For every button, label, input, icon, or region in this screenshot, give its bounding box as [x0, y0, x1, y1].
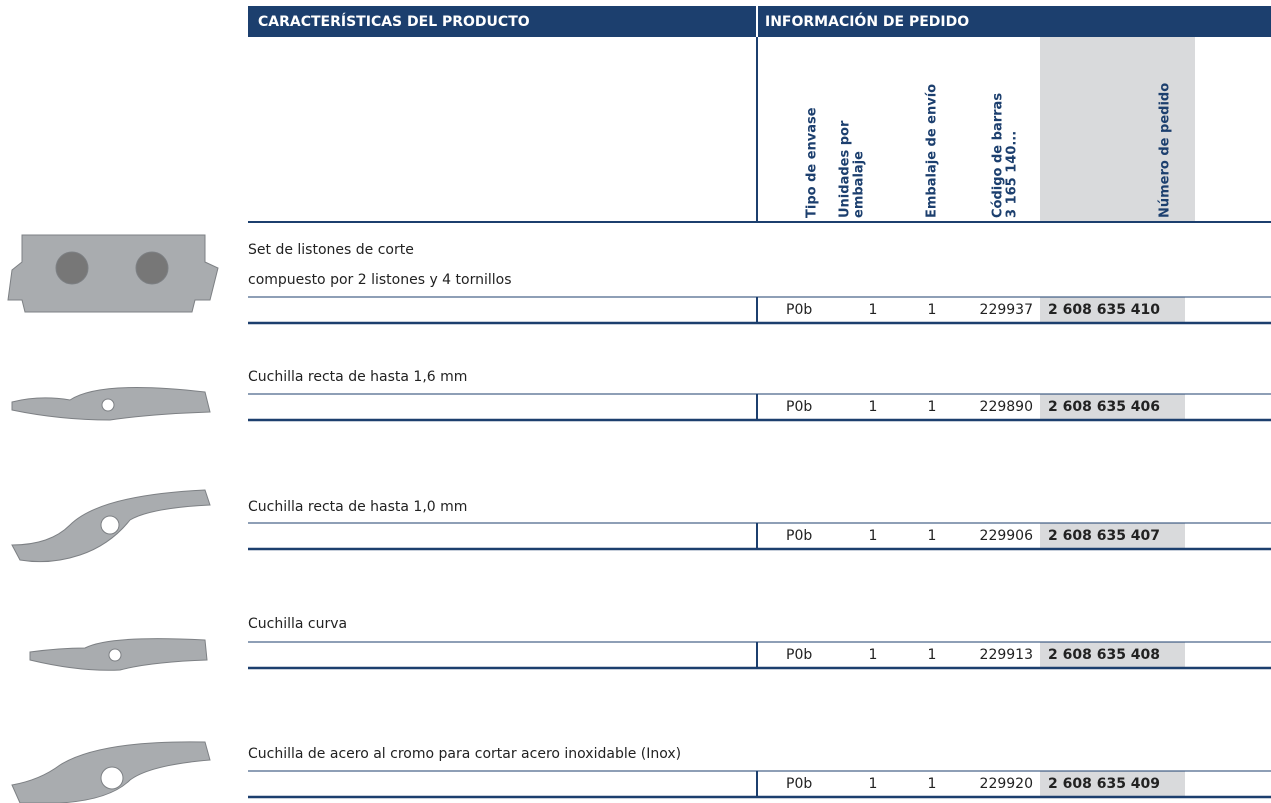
description: Set de listones de corte — [248, 242, 414, 258]
barcode: 229890 — [980, 399, 1033, 415]
description: Cuchilla recta de hasta 1,0 mm — [248, 499, 467, 515]
table-body: Tipo de envase Unidades por embalaje Embala… — [248, 83, 1271, 799]
header-bar — [248, 6, 1271, 37]
order-number: 2 608 635 409 — [1048, 776, 1160, 792]
column-header: Tipo de envase — [805, 107, 820, 218]
order-number: 2 608 635 406 — [1048, 399, 1160, 415]
shipping: 1 — [928, 647, 937, 663]
description: compuesto por 2 listones y 4 tornillos — [248, 272, 512, 288]
units: 1 — [869, 302, 878, 318]
order-number: 2 608 635 410 — [1048, 302, 1160, 318]
order-cell-bg — [1040, 771, 1185, 797]
description: Cuchilla curva — [248, 616, 347, 632]
column-header: Código de barras — [991, 93, 1006, 218]
order-col-bg — [1040, 37, 1195, 222]
barcode: 229937 — [980, 302, 1033, 318]
product-images — [7, 234, 219, 803]
shipping: 1 — [928, 776, 937, 792]
column-header: Unidades por — [838, 120, 853, 218]
order-cell-bg — [1040, 394, 1185, 420]
description: Cuchilla recta de hasta 1,6 mm — [248, 369, 467, 385]
barcode: 229913 — [980, 647, 1033, 663]
column-header: Embalaje de envío — [925, 84, 940, 218]
order-cell-bg — [1040, 523, 1185, 549]
packaging: P0b — [786, 528, 812, 544]
column-header: Número de pedido — [1158, 83, 1173, 218]
header-product: CARACTERÍSTICAS DEL PRODUCTO — [258, 13, 530, 30]
units: 1 — [869, 528, 878, 544]
barcode: 229920 — [980, 776, 1033, 792]
packaging: P0b — [786, 776, 812, 792]
units: 1 — [869, 776, 878, 792]
column-header: 3 165 140... — [1005, 131, 1020, 218]
shipping: 1 — [928, 302, 937, 318]
order-number: 2 608 635 407 — [1048, 528, 1160, 544]
barcode: 229906 — [980, 528, 1034, 544]
description: Cuchilla de acero al cromo para cortar a… — [248, 746, 681, 762]
column-header: embalaje — [852, 151, 867, 218]
order-number: 2 608 635 408 — [1048, 647, 1160, 663]
packaging: P0b — [786, 302, 812, 318]
header-order: INFORMACIÓN DE PEDIDO — [765, 12, 969, 30]
units: 1 — [869, 399, 878, 415]
order-cell-bg — [1040, 297, 1185, 323]
shipping: 1 — [928, 528, 937, 544]
shipping: 1 — [928, 399, 937, 415]
packaging: P0b — [786, 647, 812, 663]
units: 1 — [869, 647, 878, 663]
packaging: P0b — [786, 399, 812, 415]
order-cell-bg — [1040, 642, 1185, 668]
